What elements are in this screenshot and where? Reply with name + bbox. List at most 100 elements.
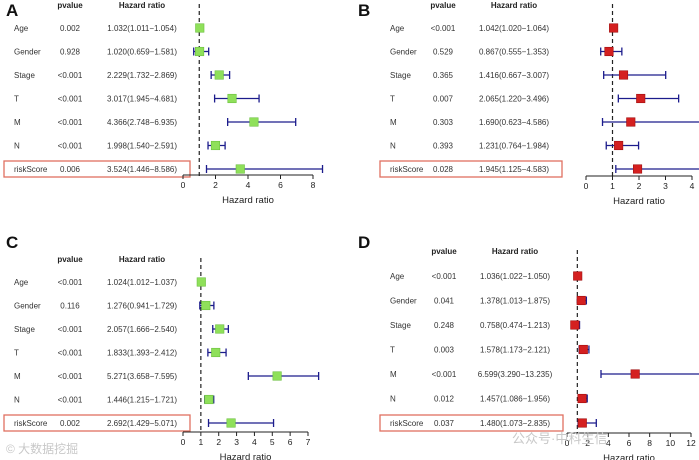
row-hazard-ratio: 1.276(0.941−1.729)	[107, 302, 177, 311]
x-tick-label: 2	[216, 437, 221, 447]
x-tick-label: 0	[181, 180, 186, 190]
hazard-ratio-header: Hazard ratio	[492, 247, 538, 256]
row-pvalue: <0.001	[431, 24, 456, 33]
x-axis-title: Hazard ratio	[603, 453, 655, 460]
x-tick-label: 5	[270, 437, 275, 447]
point-estimate	[272, 371, 282, 381]
row-hazard-ratio: 1.416(0.667−3.007)	[479, 71, 549, 80]
x-tick-label: 6	[288, 437, 293, 447]
x-tick-label: 4	[246, 180, 251, 190]
row-hazard-ratio: 2.692(1.429−5.071)	[107, 419, 177, 428]
x-tick-label: 2	[637, 181, 642, 191]
x-axis-title: Hazard ratio	[613, 196, 665, 207]
row-label: Stage	[14, 325, 35, 334]
row-hazard-ratio: 1.480(1.073−2.835)	[480, 419, 550, 428]
hazard-ratio-header: Hazard ratio	[119, 255, 165, 264]
row-label: Stage	[390, 321, 411, 330]
row-label: N	[390, 395, 396, 404]
point-estimate	[626, 117, 636, 127]
row-label: T	[14, 95, 19, 104]
row-label: riskScore	[14, 419, 48, 428]
row-label: Gender	[14, 48, 41, 57]
row-pvalue: 0.248	[434, 321, 455, 330]
point-estimate	[614, 140, 624, 151]
x-axis-title: Hazard ratio	[220, 452, 272, 460]
row-hazard-ratio: 3.524(1.446−8.586)	[107, 165, 177, 174]
x-tick-label: 0	[565, 438, 570, 448]
point-estimate	[201, 300, 211, 311]
row-label: T	[390, 95, 395, 104]
row-hazard-ratio: 1.998(1.540−2.591)	[107, 142, 177, 151]
panel-label: A	[6, 1, 18, 20]
x-tick-label: 8	[311, 180, 316, 190]
pvalue-header: pvalue	[431, 247, 457, 256]
row-pvalue: <0.001	[58, 142, 83, 151]
row-pvalue: 0.529	[433, 48, 454, 57]
row-label: riskScore	[390, 165, 424, 174]
row-label: Age	[390, 24, 405, 33]
point-estimate	[604, 46, 614, 57]
row-pvalue: 0.365	[433, 71, 454, 80]
panel-label: D	[358, 233, 370, 252]
row-pvalue: <0.001	[58, 95, 83, 104]
row-label: T	[14, 349, 19, 358]
watermark-right: 公众号·中科生信	[512, 431, 608, 446]
row-pvalue: 0.041	[434, 297, 455, 306]
row-pvalue: <0.001	[58, 71, 83, 80]
x-tick-label: 6	[627, 438, 632, 448]
point-estimate	[576, 295, 586, 306]
x-tick-label: 8	[647, 438, 652, 448]
row-pvalue: 0.002	[60, 24, 81, 33]
x-tick-label: 4	[606, 438, 611, 448]
row-hazard-ratio: 2.065(1.220−3.496)	[479, 95, 549, 104]
x-tick-label: 4	[252, 437, 257, 447]
row-hazard-ratio: 2.229(1.732−2.869)	[107, 71, 177, 80]
point-estimate	[204, 394, 214, 405]
point-estimate	[249, 117, 259, 127]
row-label: Stage	[390, 71, 411, 80]
pvalue-header: pvalue	[57, 255, 83, 264]
row-hazard-ratio: 3.017(1.945−4.681)	[107, 95, 177, 104]
point-estimate	[210, 140, 221, 151]
highlight-box	[3, 414, 191, 432]
point-estimate	[578, 344, 588, 355]
point-estimate	[195, 46, 205, 57]
row-pvalue: 0.012	[434, 395, 455, 404]
row-label: T	[390, 346, 395, 355]
hazard-ratio-header: Hazard ratio	[491, 1, 537, 10]
row-pvalue: 0.393	[433, 142, 454, 151]
row-label: M	[390, 118, 397, 127]
row-pvalue: <0.001	[58, 349, 83, 358]
row-hazard-ratio: 1.024(1.012−1.037)	[107, 278, 177, 287]
row-hazard-ratio: 1.032(1.011−1.054)	[107, 24, 177, 33]
row-hazard-ratio: 1.578(1.173−2.121)	[480, 346, 550, 355]
panel-label: C	[6, 233, 18, 252]
row-label: N	[390, 142, 396, 151]
x-tick-label: 4	[690, 181, 695, 191]
row-label: riskScore	[14, 165, 48, 174]
row-label: Age	[14, 24, 29, 33]
row-hazard-ratio: 1.945(1.125−4.583)	[479, 165, 549, 174]
x-tick-label: 1	[610, 181, 615, 191]
row-label: M	[390, 370, 397, 379]
row-label: Gender	[14, 302, 41, 311]
row-label: M	[14, 372, 21, 381]
row-hazard-ratio: 0.758(0.474−1.213)	[480, 321, 550, 330]
point-estimate	[235, 164, 245, 174]
point-estimate	[195, 23, 205, 33]
row-label: N	[14, 142, 20, 151]
row-hazard-ratio: 5.271(3.658−7.595)	[107, 372, 177, 381]
row-hazard-ratio: 1.020(0.659−1.581)	[107, 48, 177, 57]
row-label: M	[14, 118, 21, 127]
row-hazard-ratio: 1.690(0.623−4.586)	[479, 118, 549, 127]
row-pvalue: 0.116	[60, 302, 80, 311]
point-estimate	[577, 393, 587, 404]
row-hazard-ratio: 4.366(2.748−6.935)	[107, 118, 177, 127]
highlight-box	[379, 160, 563, 178]
row-pvalue: <0.001	[432, 272, 457, 281]
row-hazard-ratio: 1.231(0.764−1.984)	[479, 142, 549, 151]
row-pvalue: <0.001	[58, 396, 83, 405]
row-label: Gender	[390, 48, 417, 57]
